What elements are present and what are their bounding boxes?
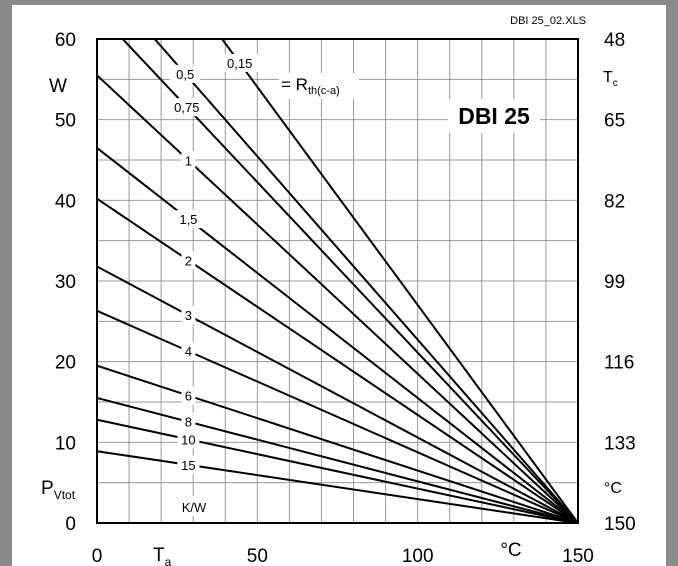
series-label: 10 — [181, 432, 195, 447]
x-tick-label: 0 — [92, 546, 103, 566]
series-line — [96, 74, 579, 524]
y2-tick-label: 133 — [604, 433, 636, 454]
y-tick-label: 60 — [55, 30, 76, 51]
x-tick-label: 50 — [247, 546, 268, 566]
x-axis-title: Ta — [153, 545, 172, 566]
y-tick-label: 10 — [55, 433, 76, 454]
series-label: 4 — [185, 344, 192, 359]
series-label-bg — [181, 151, 196, 170]
series-label-bg — [173, 210, 204, 229]
series-label: 1,5 — [179, 212, 197, 227]
series-line — [96, 450, 579, 524]
series-label: 0,75 — [174, 100, 199, 115]
series-label: 3 — [185, 308, 192, 323]
power-derating-chart: 0,15 0,5 0,75 1 1,5 2 3 4 6 8 10 15 0 50 100 150 0 10 20 3… — [41, 15, 636, 566]
series-label-bg — [181, 386, 196, 405]
units-label: K/W — [182, 500, 207, 515]
x-tick-label: 100 — [402, 546, 434, 566]
series-line — [153, 38, 579, 524]
file-label: DBI 25_02.XLS — [510, 15, 586, 27]
series-line — [221, 38, 579, 524]
y2-unit-label: °C — [604, 480, 622, 497]
series-label: 0,15 — [227, 56, 252, 71]
series-line — [96, 364, 579, 524]
series-label: 2 — [185, 253, 192, 268]
x-unit-label: °C — [500, 540, 521, 561]
y-tick-label: 50 — [55, 111, 76, 132]
series-line — [96, 265, 579, 524]
y2-tick-label: 65 — [604, 111, 625, 132]
y-unit-label: W — [49, 76, 67, 97]
series-label: 6 — [185, 389, 192, 404]
y-tick-label: 40 — [55, 191, 76, 212]
units-label-bg — [172, 496, 216, 516]
series-label-bg — [181, 412, 196, 431]
series-label: 0,5 — [176, 67, 194, 82]
x-tick-label: 150 — [562, 546, 594, 566]
series-lines — [96, 38, 579, 524]
series-label-bg — [167, 98, 206, 117]
series-line — [96, 418, 579, 524]
y2-tick-label: 82 — [604, 191, 625, 212]
series-line — [96, 396, 579, 524]
device-label-bg — [448, 99, 540, 133]
series-label-bg — [220, 53, 259, 72]
series-label-bg — [181, 306, 196, 325]
series-label-bg — [177, 455, 200, 474]
y2-tick-label: 116 — [604, 353, 634, 374]
series-label: 15 — [181, 458, 195, 473]
series-label-bg — [177, 430, 200, 449]
series-label-bg — [170, 64, 201, 83]
series-label: 8 — [185, 415, 192, 430]
series-line — [121, 38, 579, 524]
y-tick-label: 20 — [55, 353, 76, 374]
series-line — [96, 309, 579, 524]
series-line — [96, 197, 579, 524]
series-label-bg — [181, 251, 196, 270]
y-tick-label: 0 — [65, 514, 76, 535]
series-labels: 0,15 0,5 0,75 1 1,5 2 3 4 6 8 10 15 — [167, 53, 259, 474]
series-line — [96, 147, 579, 524]
y2-tick-label: 150 — [604, 514, 636, 535]
rth-legend-bg — [279, 73, 359, 99]
series-label-bg — [181, 342, 196, 361]
y-axis-title: PVtot — [41, 478, 76, 502]
y2-axis-title: Tc — [603, 69, 618, 89]
y-tick-label: 30 — [55, 272, 76, 293]
plot-border — [96, 38, 579, 524]
device-label: DBI 25 — [458, 103, 530, 129]
series-label: 1 — [185, 153, 192, 168]
rth-legend: = Rth(c-a) — [281, 75, 340, 97]
y2-tick-label: 99 — [604, 272, 625, 293]
y2-tick-label: 48 — [604, 30, 625, 51]
